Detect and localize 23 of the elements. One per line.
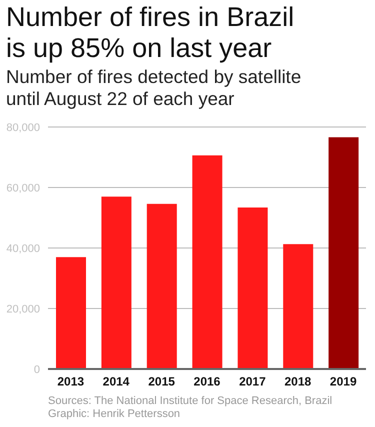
- text: Graphic: Henrik Pettersson: [48, 408, 182, 421]
- bar: [101, 196, 132, 369]
- y-tick-label: 20,000: [6, 303, 40, 316]
- y-tick-label: 40,000: [6, 242, 40, 255]
- source-note: Sources: The National Institute for Space Research, Brazil: [48, 395, 332, 408]
- x-tick-label: 2015: [148, 374, 176, 389]
- x-tick-label: 2019: [330, 374, 357, 389]
- x-tick-label: 2017: [239, 374, 266, 389]
- bar: [146, 204, 177, 369]
- bar: [283, 244, 314, 369]
- bar: [238, 207, 268, 369]
- chart-subtitle: Number of fires detected by satellite until August 22 of each year: [6, 66, 302, 110]
- bar: [56, 257, 86, 369]
- x-tick-label: 2018: [284, 374, 312, 389]
- x-tick-label: 2016: [194, 374, 221, 389]
- chart-title: Number of fires in Brazil is up 85% on last year: [6, 2, 296, 64]
- y-tick-label: 80,000: [6, 122, 40, 134]
- bar: [192, 155, 222, 369]
- y-tick-label: 0: [34, 364, 40, 376]
- y-tick-label: 60,000: [6, 182, 40, 194]
- x-tick-label: 2014: [102, 374, 130, 389]
- bar: [328, 137, 359, 369]
- x-tick-label: 2013: [57, 374, 84, 389]
